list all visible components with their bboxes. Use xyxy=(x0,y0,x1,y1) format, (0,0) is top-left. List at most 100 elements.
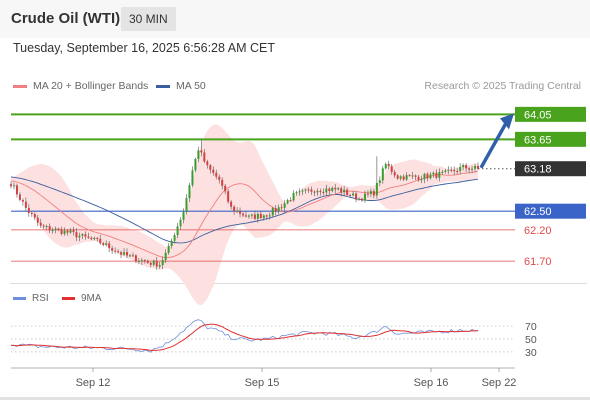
rsi-tick-label: 30 xyxy=(525,347,537,359)
candle-body xyxy=(60,229,63,234)
bollinger-band xyxy=(11,124,478,305)
candle-body xyxy=(256,213,259,219)
candle-body xyxy=(27,207,30,213)
candle-body xyxy=(188,185,191,199)
candle-body xyxy=(179,219,182,227)
ma50-label: MA 50 xyxy=(176,80,206,92)
candle-body xyxy=(360,198,363,201)
candle-body xyxy=(286,199,289,204)
candle-body xyxy=(42,225,45,227)
candle-body xyxy=(191,170,194,186)
x-tick-label: Sep 16 xyxy=(414,377,449,389)
candle-body xyxy=(444,170,447,172)
candle-body xyxy=(54,228,57,231)
candle-body xyxy=(114,250,117,252)
candle-body xyxy=(173,235,176,241)
candle-body xyxy=(66,230,69,233)
candle-body xyxy=(128,255,131,257)
candle-body xyxy=(435,172,438,178)
candle-body xyxy=(247,215,250,217)
candle-body xyxy=(39,222,42,226)
candle-body xyxy=(182,212,185,220)
rsi-tick-label: 70 xyxy=(525,321,537,333)
candle-body xyxy=(236,210,239,212)
candle-body xyxy=(203,152,206,162)
x-axis: Sep 12 Sep 15 Sep 16 Sep 22 xyxy=(11,367,517,389)
candle-body xyxy=(140,260,143,262)
candle-body xyxy=(393,172,396,176)
candle-body xyxy=(384,163,387,169)
candle-body xyxy=(474,166,477,169)
candle-body xyxy=(396,175,399,179)
candle-body xyxy=(313,191,316,193)
x-tick-label: Sep 15 xyxy=(245,377,280,389)
ma50-swatch xyxy=(156,84,170,88)
ma50-line xyxy=(10,176,479,244)
candle-body xyxy=(462,165,465,168)
candle-body xyxy=(340,188,343,193)
candle-body xyxy=(78,235,81,238)
level-label-bg-0 xyxy=(515,106,586,122)
candle-body xyxy=(134,255,137,262)
candle-body xyxy=(48,226,51,231)
pane-separator xyxy=(10,283,587,284)
candle-body xyxy=(283,203,286,208)
level-label-target-0: 64.05 xyxy=(524,109,552,121)
candle-body xyxy=(399,176,402,179)
candle-body xyxy=(387,163,390,167)
level-label-support-4: 62.20 xyxy=(524,225,552,237)
candle-body xyxy=(259,213,262,218)
candle-body xyxy=(250,214,253,216)
level-label-target-1: 63.65 xyxy=(524,134,552,146)
candle-body xyxy=(292,192,295,201)
candle-body xyxy=(123,252,126,255)
level-label-bg-1 xyxy=(515,131,586,147)
candle-body xyxy=(244,215,247,217)
legend-ma20: MA 20 + Bollinger Bands xyxy=(13,80,148,92)
candle-body xyxy=(75,232,78,238)
candle-body xyxy=(423,173,426,180)
candle-body xyxy=(477,166,479,169)
rsi-label: RSI xyxy=(32,293,49,304)
candle-body xyxy=(90,237,93,240)
candle-body xyxy=(111,248,114,251)
candle-body xyxy=(456,171,459,173)
candle-body xyxy=(10,184,12,187)
level-label-bg-2 xyxy=(515,161,586,177)
timeframe-button[interactable]: 30 MIN xyxy=(121,7,176,31)
candle-body xyxy=(57,228,60,230)
candle-body xyxy=(117,251,120,253)
candle-body xyxy=(298,191,301,193)
rsi-swatch xyxy=(13,296,26,300)
candle-body xyxy=(197,150,200,159)
candle-body xyxy=(105,243,108,245)
candle-body xyxy=(93,237,96,240)
candle-body xyxy=(63,230,66,234)
candle-body xyxy=(200,150,203,153)
ma9-label: 9MA xyxy=(81,293,102,304)
candle-body xyxy=(120,252,123,255)
candle-body xyxy=(155,260,158,267)
candle-body xyxy=(420,179,423,181)
candle-body xyxy=(194,158,197,171)
forecast-arrow-shaft xyxy=(479,120,509,169)
candles xyxy=(10,139,479,270)
candle-body xyxy=(81,234,84,236)
candle-body xyxy=(355,193,358,200)
candle-body xyxy=(158,265,161,267)
candle-body xyxy=(265,215,268,217)
candle-body xyxy=(87,236,90,238)
candle-body xyxy=(390,166,393,173)
x-tick-label: Sep 12 xyxy=(76,377,111,389)
candle-body xyxy=(471,168,474,170)
ma20-label: MA 20 + Bollinger Bands xyxy=(33,80,149,92)
candle-body xyxy=(381,168,384,181)
x-tick-label: Sep 22 xyxy=(482,377,517,389)
candle-body xyxy=(268,215,271,217)
candle-body xyxy=(331,187,334,191)
candle-body xyxy=(12,185,15,187)
price-levels: 64.05 63.65 63.18 62.50 62.20 61.70 xyxy=(11,106,586,268)
candle-body xyxy=(322,191,325,193)
candle-body xyxy=(212,169,215,173)
